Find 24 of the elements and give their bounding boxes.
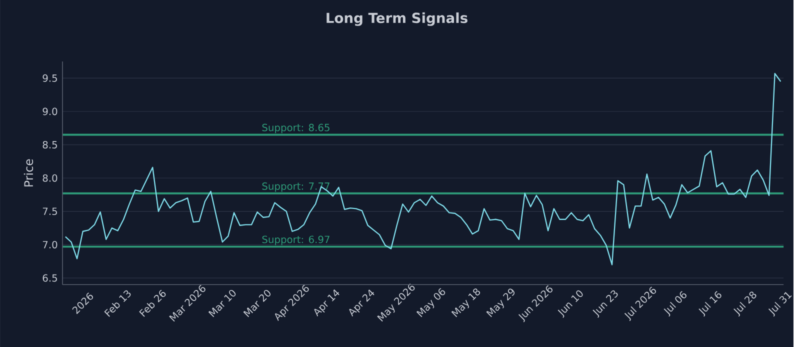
x-tick-label: Mar 10: [208, 290, 236, 318]
ref-line-label: Support: 6.97: [262, 236, 330, 246]
x-tick-label: Jul 28: [734, 292, 756, 317]
x-tick-label: Jul 31: [768, 292, 792, 317]
y-tick-label: 7.0: [42, 240, 58, 248]
y-tick-label: 6.5: [42, 274, 57, 282]
line-series: [64, 72, 782, 266]
x-tick-label: Jun 10: [558, 290, 583, 318]
y-tick-label: 9.5: [42, 74, 57, 82]
x-tick-label: Feb 26: [139, 290, 166, 317]
x-tick-label: Jun 23: [592, 290, 618, 318]
y-tick-label: 8.0: [42, 174, 58, 182]
y-tick-label: 7.5: [42, 208, 57, 215]
x-tick-label: Jul 06: [664, 291, 686, 317]
x-tick-label: Apr 14: [314, 289, 340, 316]
y-tick-label: 8.5: [42, 140, 57, 148]
chart-title: Long Term Signals: [326, 12, 468, 26]
y-tick-label: 9.0: [42, 108, 58, 116]
x-tick-label: Jul 16: [698, 291, 722, 317]
y-axis-title: Price: [24, 159, 34, 186]
ref-line-label: Support: 8.65: [262, 124, 330, 134]
x-tick-label: Feb 13: [104, 290, 131, 317]
x-tick-label: Mar 20: [243, 290, 271, 318]
x-tick-label: Apr 24: [349, 289, 374, 317]
